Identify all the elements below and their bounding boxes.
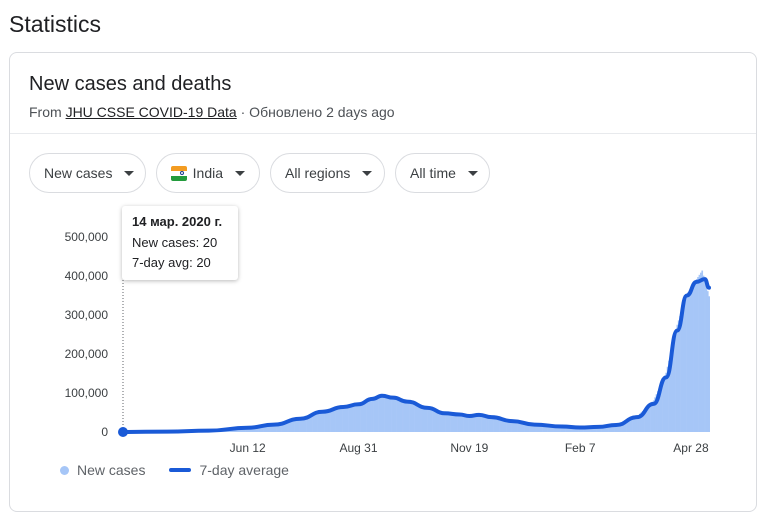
y-tick-label: 0 xyxy=(101,425,108,439)
tooltip-date: 14 мар. 2020 г. xyxy=(132,214,228,229)
x-axis: Jun 12 Aug 31 Nov 19 Feb 7 Apr 28 xyxy=(230,441,709,455)
x-tick-label: Apr 28 xyxy=(673,441,709,455)
x-tick-label: Aug 31 xyxy=(339,441,377,455)
y-axis: 0 100,000 200,000 300,000 400,000 500,000 xyxy=(65,230,109,439)
x-tick-label: Jun 12 xyxy=(230,441,266,455)
new-cases-bars xyxy=(122,271,710,432)
x-tick-label: Feb 7 xyxy=(565,441,596,455)
x-tick-label: Nov 19 xyxy=(450,441,488,455)
y-tick-label: 400,000 xyxy=(65,269,109,283)
legend-bars-swatch xyxy=(60,466,69,475)
cases-chart[interactable]: 0 100,000 200,000 300,000 400,000 500,000 Jun… xyxy=(0,0,759,496)
y-tick-label: 300,000 xyxy=(65,308,109,322)
legend-bars-label[interactable]: New cases xyxy=(77,462,145,478)
y-tick-label: 500,000 xyxy=(65,230,109,244)
tooltip-avg: 7-day avg: 20 xyxy=(132,255,228,270)
hover-point[interactable] xyxy=(118,427,128,437)
chart-tooltip: 14 мар. 2020 г. New cases: 20 7-day avg:… xyxy=(122,206,238,280)
tooltip-cases: New cases: 20 xyxy=(132,235,228,250)
legend-line-swatch xyxy=(169,468,191,472)
y-tick-label: 200,000 xyxy=(65,347,109,361)
legend-line-label[interactable]: 7-day average xyxy=(199,462,289,478)
new-cases-bar xyxy=(708,296,710,432)
chart-legend: New cases 7-day average xyxy=(60,462,289,478)
y-tick-label: 100,000 xyxy=(65,386,109,400)
